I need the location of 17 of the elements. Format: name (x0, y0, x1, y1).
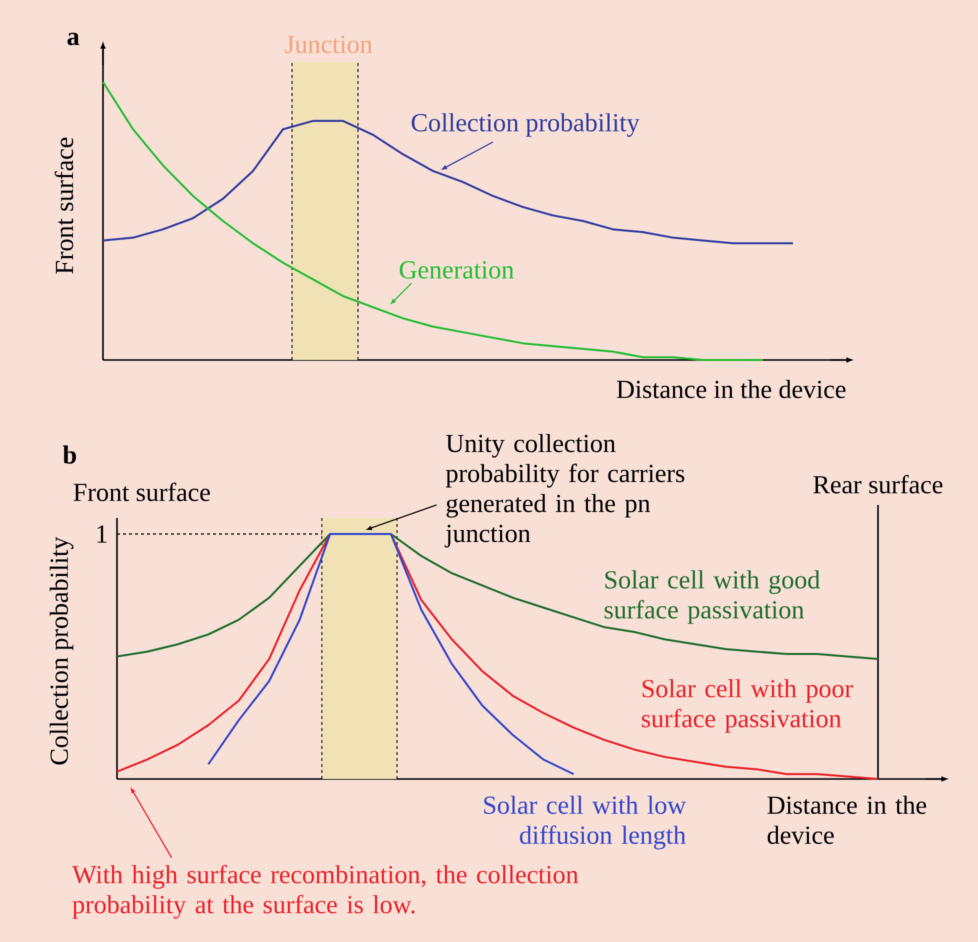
text: Front surface (74, 482, 210, 502)
text: With high surface recombination, the collection probability at the surface is low. (72, 864, 578, 919)
ref-line-label: 1 (97, 525, 107, 543)
annotation: Unity collection probability for carriers generated in the pn junction (444, 434, 684, 548)
series-label: Solar cell with low diffusion length (484, 796, 686, 850)
text: Junction (285, 36, 372, 54)
y-axis-title: Collection probability (50, 536, 74, 764)
series-label: Solar cell with poor surface passivation (642, 679, 853, 733)
x-axis-title: Distance in the device (616, 380, 846, 398)
text: Rear surface (813, 474, 942, 494)
y-axis-title: Front surface (54, 138, 74, 274)
chart-title: a (67, 32, 80, 46)
x-axis-title: Distance in the device (767, 796, 926, 844)
chart-title: b (62, 445, 76, 464)
series-label: Collection probability (412, 113, 640, 137)
series-label: Solar cell with good surface passivation (604, 570, 820, 624)
series-label: Generation (400, 261, 514, 279)
